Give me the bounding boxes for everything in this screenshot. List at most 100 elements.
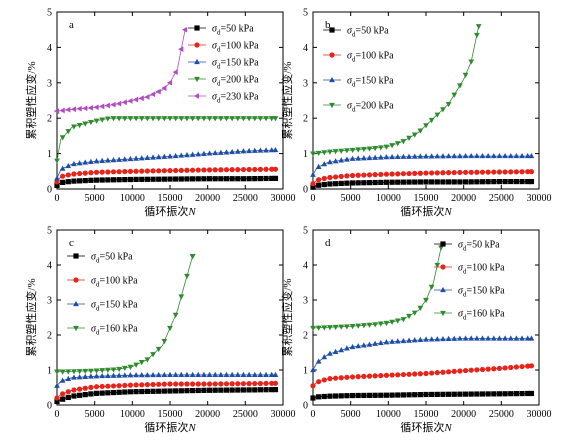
data-point bbox=[327, 181, 333, 187]
data-point bbox=[150, 371, 156, 378]
legend-marker bbox=[440, 310, 446, 317]
data-point bbox=[389, 392, 395, 398]
data-point bbox=[201, 387, 207, 393]
data-point bbox=[110, 383, 117, 389]
data-point bbox=[82, 177, 88, 184]
data-point bbox=[212, 371, 219, 377]
data-point bbox=[474, 169, 480, 175]
data-point bbox=[394, 141, 401, 147]
data-point bbox=[462, 169, 469, 175]
data-point bbox=[349, 180, 356, 186]
data-point bbox=[127, 176, 134, 183]
data-point bbox=[327, 325, 333, 331]
data-point bbox=[366, 172, 373, 178]
data-point bbox=[246, 166, 252, 173]
data-point bbox=[479, 169, 486, 175]
legend-marker bbox=[329, 102, 335, 109]
data-point bbox=[246, 387, 252, 393]
y-tick-label: 2 bbox=[303, 114, 308, 125]
data-point bbox=[263, 175, 269, 182]
data-point bbox=[54, 175, 60, 181]
data-point bbox=[423, 336, 429, 342]
data-point bbox=[172, 152, 179, 159]
data-point bbox=[133, 168, 139, 174]
data-point bbox=[217, 149, 224, 155]
data-point bbox=[54, 382, 60, 388]
data-point bbox=[150, 388, 156, 394]
data-point bbox=[223, 149, 230, 155]
data-point bbox=[423, 370, 429, 377]
data-point bbox=[316, 182, 322, 188]
data-point bbox=[360, 342, 367, 348]
data-point bbox=[82, 373, 89, 379]
data-point bbox=[502, 169, 508, 175]
panel-letter: c bbox=[69, 237, 74, 249]
panel-letter: d bbox=[325, 237, 331, 249]
data-point bbox=[93, 104, 99, 111]
x-tick-label: 30000 bbox=[271, 409, 296, 420]
data-point bbox=[104, 372, 111, 379]
y-axis-label: 累积塑性应变/% bbox=[280, 61, 294, 139]
data-point bbox=[316, 394, 322, 400]
data-point bbox=[394, 338, 401, 344]
data-point bbox=[507, 335, 514, 341]
data-point bbox=[235, 381, 241, 387]
data-point bbox=[513, 152, 520, 159]
data-point bbox=[451, 335, 458, 341]
data-point bbox=[440, 153, 446, 159]
data-point bbox=[423, 391, 429, 398]
series-0 bbox=[54, 175, 279, 189]
data-point bbox=[246, 381, 252, 387]
data-point bbox=[411, 132, 418, 138]
legend-label: σd=160 kPa bbox=[458, 309, 505, 322]
series-0 bbox=[310, 390, 535, 401]
data-point bbox=[144, 154, 151, 160]
data-point bbox=[167, 381, 173, 387]
data-point bbox=[395, 171, 401, 177]
data-point bbox=[178, 388, 184, 394]
data-point bbox=[412, 392, 418, 398]
data-point bbox=[167, 325, 173, 332]
data-point bbox=[116, 372, 123, 378]
legend-label: σd=100 kPa bbox=[347, 51, 394, 64]
legend-label: σd=200 kPa bbox=[347, 101, 394, 114]
data-point bbox=[156, 388, 162, 394]
series-line bbox=[312, 26, 480, 154]
data-point bbox=[184, 388, 190, 394]
data-point bbox=[161, 339, 168, 345]
data-point bbox=[355, 323, 362, 329]
data-point bbox=[321, 150, 328, 156]
data-point bbox=[344, 374, 350, 380]
series-1 bbox=[310, 363, 535, 389]
data-point bbox=[251, 147, 258, 153]
data-point bbox=[190, 176, 196, 182]
data-point bbox=[361, 373, 367, 379]
data-point bbox=[190, 387, 196, 394]
data-point bbox=[167, 176, 173, 182]
data-point bbox=[167, 371, 173, 377]
data-point bbox=[212, 149, 219, 156]
data-point bbox=[321, 354, 328, 360]
data-point bbox=[446, 391, 452, 397]
data-point bbox=[110, 177, 117, 183]
y-tick-label: 5 bbox=[303, 226, 308, 237]
data-point bbox=[223, 381, 230, 387]
data-point bbox=[411, 310, 418, 316]
data-point bbox=[178, 381, 184, 387]
y-axis-label: 累积塑性应变/% bbox=[280, 278, 294, 356]
data-point bbox=[434, 112, 441, 118]
data-point bbox=[355, 155, 362, 161]
data-point bbox=[377, 154, 384, 160]
data-point bbox=[263, 147, 269, 153]
data-point bbox=[139, 176, 145, 182]
data-point bbox=[434, 179, 440, 185]
data-point bbox=[184, 167, 190, 173]
x-tick-label: 15000 bbox=[414, 193, 439, 204]
data-point bbox=[361, 172, 367, 178]
data-point bbox=[173, 176, 179, 182]
data-point bbox=[344, 156, 350, 162]
data-point bbox=[65, 389, 71, 395]
chart-panel-c: 0 5000 10000 15000 20000 25000 30000 0 1 2 3 4 5 循环振次… bbox=[24, 226, 296, 435]
legend-label: σd=50 kPa bbox=[212, 24, 254, 37]
data-point bbox=[446, 369, 452, 375]
